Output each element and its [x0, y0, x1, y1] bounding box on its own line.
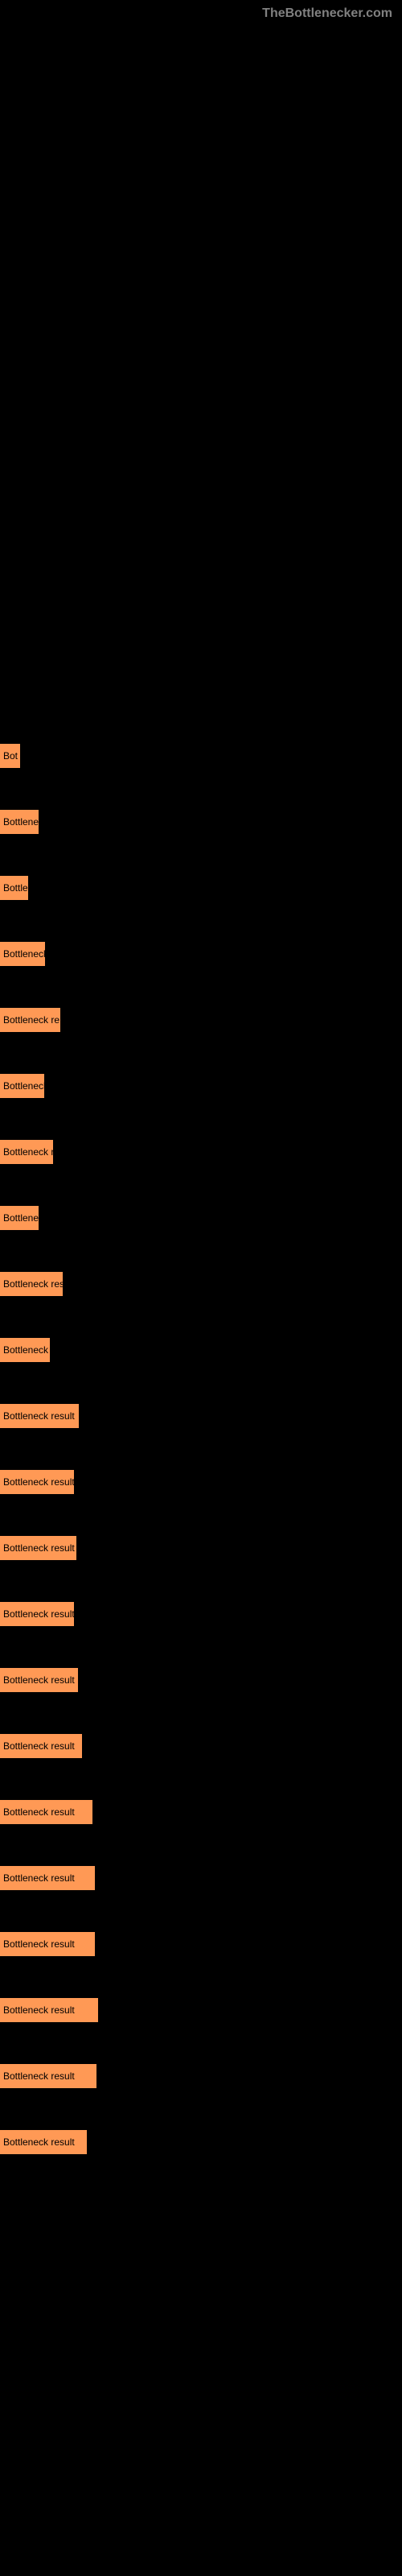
bar-row: Bottleneck result — [0, 1470, 402, 1494]
bar-label: Bottleneck result — [3, 1740, 75, 1752]
bar: Bottleneck — [0, 942, 45, 966]
bar: Bottleneck result — [0, 1998, 98, 2022]
bar-label: Bottleneck — [3, 1344, 48, 1356]
bar: Bottleneck result — [0, 1866, 95, 1890]
bar-label: Bottleneck result — [3, 1542, 75, 1554]
bar: Bottleneck res — [0, 1272, 63, 1296]
bar-label: Bottleneck result — [3, 2004, 75, 2016]
bar-label: Bottleneck — [3, 1080, 44, 1092]
bar-label: Bottleneck result — [3, 1872, 75, 1884]
bar-label: Bot — [3, 750, 18, 762]
site-name: TheBottlenecker.com — [262, 6, 392, 20]
bar: Bottleneck result — [0, 2064, 96, 2088]
bar-label: Bottleneck result — [3, 2070, 75, 2082]
bar-row: Bottleneck result — [0, 1998, 402, 2022]
bar-label: Bottleneck re — [3, 1014, 59, 1026]
bar-row: Bottleneck result — [0, 2130, 402, 2154]
bar: Bottleneck result — [0, 1404, 79, 1428]
bar-row: Bottleneck result — [0, 1602, 402, 1626]
bar: Bottleneck r — [0, 1140, 53, 1164]
bar-row: Bottleneck result — [0, 1404, 402, 1428]
bar-label: Bottlene — [3, 816, 39, 828]
bar-row: Bot — [0, 744, 402, 768]
bar: Bottleneck result — [0, 1800, 92, 1824]
bar: Bottleneck — [0, 1338, 50, 1362]
bar: Bottleneck — [0, 1074, 44, 1098]
bar-row: Bottleneck result — [0, 1668, 402, 1692]
bar: Bot — [0, 744, 20, 768]
bar-row: Bottleneck result — [0, 1932, 402, 1956]
bar-label: Bottleneck — [3, 948, 45, 960]
bar-row: Bottlene — [0, 810, 402, 834]
bar-label: Bottleneck result — [3, 1674, 75, 1686]
bar: Bottleneck result — [0, 1602, 74, 1626]
bar-label: Bottleneck result — [3, 1938, 75, 1950]
bar-row: Bottleneck result — [0, 1866, 402, 1890]
bar: Bottlene — [0, 1206, 39, 1230]
bar-row: Bottleneck — [0, 942, 402, 966]
bar: Bottleneck re — [0, 1008, 60, 1032]
bar-row: Bottleneck r — [0, 1140, 402, 1164]
bar-label: Bottleneck r — [3, 1146, 53, 1158]
chart-area: Bot Bottlene Bottle Bottleneck Bottleneck re… — [0, 27, 402, 2154]
bar-row: Bottleneck — [0, 1338, 402, 1362]
bar: Bottleneck result — [0, 1470, 74, 1494]
bar: Bottle — [0, 876, 28, 900]
bar-row: Bottleneck result — [0, 1734, 402, 1758]
bar-label: Bottleneck res — [3, 1278, 63, 1290]
bar-label: Bottleneck result — [3, 1476, 74, 1488]
bar-row: Bottleneck result — [0, 1800, 402, 1824]
bar-label: Bottleneck result — [3, 1806, 75, 1818]
bar-label: Bottleneck result — [3, 1608, 74, 1620]
bar: Bottlene — [0, 810, 39, 834]
bar: Bottleneck result — [0, 2130, 87, 2154]
bar-label: Bottleneck result — [3, 1410, 75, 1422]
bar-row: Bottleneck re — [0, 1008, 402, 1032]
bar: Bottleneck result — [0, 1668, 78, 1692]
bar-row: Bottle — [0, 876, 402, 900]
bar: Bottleneck result — [0, 1734, 82, 1758]
bar-label: Bottlene — [3, 1212, 39, 1224]
bar: Bottleneck result — [0, 1932, 95, 1956]
bar-row: Bottleneck result — [0, 1536, 402, 1560]
bar-label: Bottle — [3, 882, 28, 894]
bar-label: Bottleneck result — [3, 2136, 75, 2148]
header: TheBottlenecker.com — [0, 0, 402, 27]
bar: Bottleneck result — [0, 1536, 76, 1560]
bar-row: Bottlene — [0, 1206, 402, 1230]
bar-row: Bottleneck result — [0, 2064, 402, 2088]
bar-row: Bottleneck — [0, 1074, 402, 1098]
bar-row: Bottleneck res — [0, 1272, 402, 1296]
